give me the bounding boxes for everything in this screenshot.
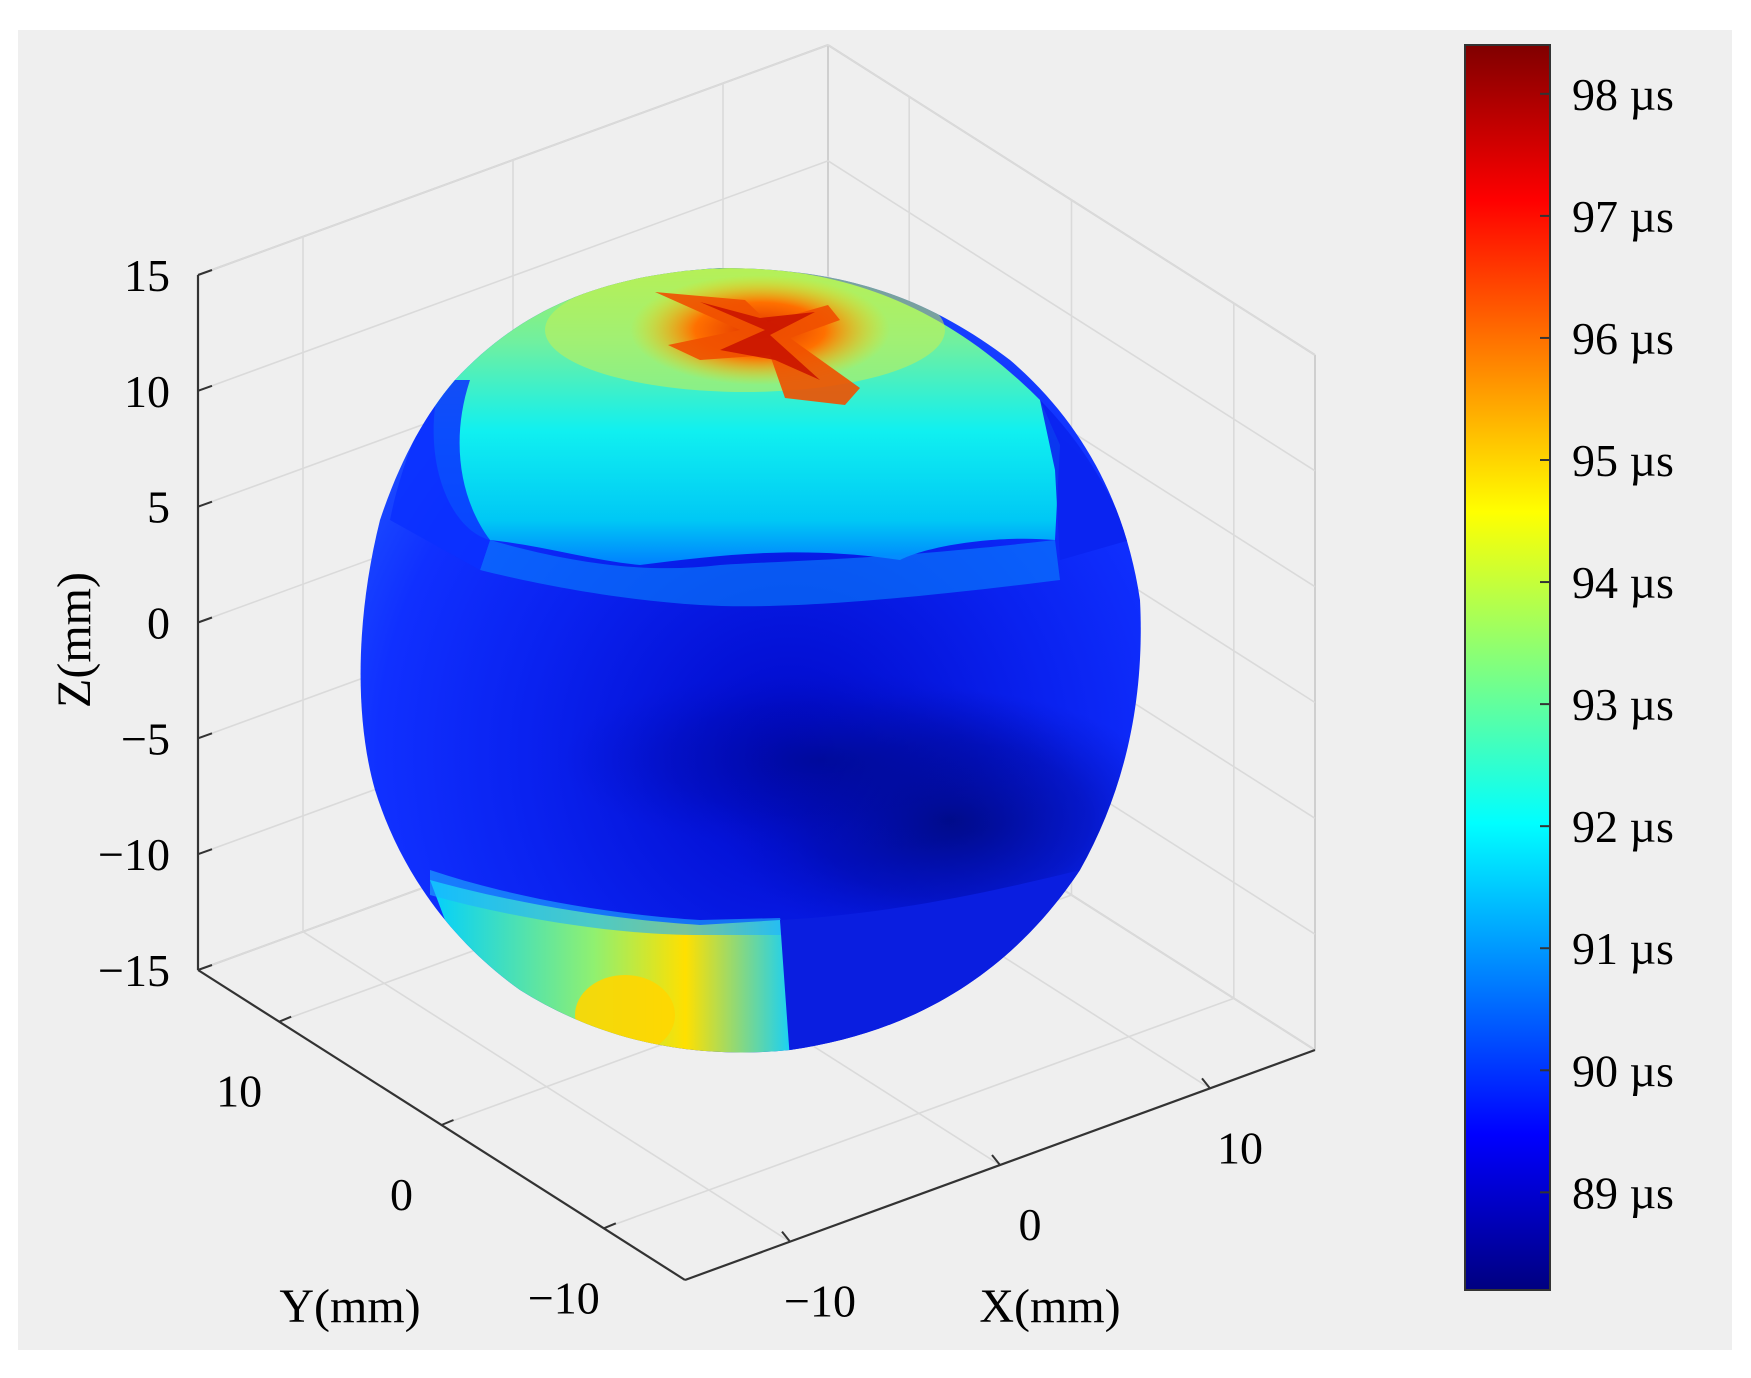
- colorbar-tick-label: 89 µs: [1572, 1167, 1674, 1218]
- z-axis-label: Z(mm): [48, 572, 101, 708]
- x-tick: [991, 1154, 1001, 1166]
- z-tick: [197, 848, 213, 856]
- y-axis-label: Y(mm): [279, 1280, 420, 1333]
- x-tick-label: −10: [784, 1276, 856, 1327]
- colorbar-gradient: [1464, 44, 1551, 1291]
- z-tick: [197, 732, 213, 740]
- z-tick: [197, 269, 213, 276]
- x-tick: [781, 1231, 791, 1243]
- z-tick: [197, 500, 213, 508]
- colorbar-tick-label: 98 µs: [1572, 69, 1674, 120]
- x-tick-label: 0: [1019, 1199, 1042, 1250]
- colorbar-tick-label: 96 µs: [1572, 313, 1674, 364]
- dark-center-region: [560, 670, 1080, 850]
- colorbar-tick-label: 91 µs: [1572, 923, 1674, 974]
- z-tick-label: 0: [147, 598, 170, 649]
- x-axis: −10 0 10: [684, 1048, 1316, 1327]
- z-tick-label: −15: [98, 945, 170, 996]
- bottom-transition-region: [430, 870, 785, 935]
- y-tick-label: 10: [216, 1066, 262, 1117]
- colorbar-tick-label: 94 µs: [1572, 557, 1674, 608]
- z-tick: [197, 964, 213, 971]
- x-tick-label: 10: [1217, 1122, 1263, 1173]
- bottom-right-region: [780, 870, 1080, 1053]
- colorbar: 98 µs 97 µs 96 µs 95 µs 94 µs 93 µs 92 µs 91 µs…: [1464, 44, 1674, 1291]
- top-hotspot-core: [700, 302, 820, 380]
- x-axis-label: X(mm): [979, 1280, 1120, 1333]
- grid-line: [302, 930, 791, 1243]
- z-axis: −15 −10 −5 0 5 10 15: [98, 250, 213, 996]
- sphere-surface: [360, 268, 1141, 1053]
- colorbar-tick-label: 90 µs: [1572, 1045, 1674, 1096]
- right-side-region: [1040, 400, 1130, 560]
- colorbar-ticks: 98 µs 97 µs 96 µs 95 µs 94 µs 93 µs 92 µs 91 µs…: [1540, 69, 1674, 1218]
- upper-band-region: [480, 540, 1060, 607]
- y-tick: [603, 1222, 617, 1230]
- y-axis: −10 0 10: [197, 969, 686, 1323]
- z-tick-label: 15: [124, 250, 170, 301]
- z-tick: [197, 384, 213, 392]
- left-side-region: [390, 380, 490, 570]
- z-tick-label: 10: [124, 366, 170, 417]
- y-tick: [441, 1119, 454, 1126]
- y-tick-label: 0: [390, 1169, 413, 1220]
- y-tick-label: −10: [528, 1272, 600, 1323]
- colorbar-tick-label: 93 µs: [1572, 679, 1674, 730]
- colorbar-tick-label: 97 µs: [1572, 191, 1674, 242]
- z-tick: [197, 616, 213, 624]
- z-tick-label: −5: [121, 713, 170, 764]
- colorbar-tick-label: 92 µs: [1572, 801, 1674, 852]
- z-tick-label: 5: [147, 482, 170, 533]
- y-tick: [278, 1015, 292, 1023]
- z-tick-label: −10: [98, 829, 170, 880]
- colorbar-tick-label: 95 µs: [1572, 435, 1674, 486]
- x-tick: [1201, 1077, 1211, 1089]
